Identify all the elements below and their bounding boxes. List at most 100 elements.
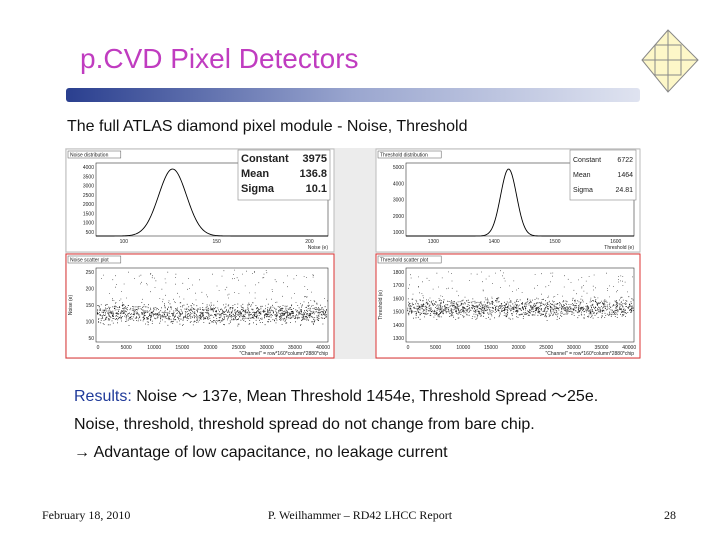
x-tick-label: 40000 [316, 345, 330, 351]
scatter-points [97, 269, 328, 327]
y-tick-label: 2000 [83, 202, 94, 208]
x-tick-label: 100 [120, 239, 129, 245]
panel-title: Threshold distribution [380, 153, 428, 159]
x-tick-label: 1600 [610, 239, 621, 245]
x-axis-label: Threshold (e) [604, 245, 634, 251]
x-tick-label: 15000 [484, 345, 498, 351]
footer-author: P. Weilhammer – RD42 LHCC Report [268, 508, 453, 522]
y-tick-label: 250 [86, 270, 95, 276]
stats-name: Sigma [241, 183, 275, 195]
x-tick-label: 20000 [204, 345, 218, 351]
x-tick-label: 35000 [595, 345, 609, 351]
title-bar [66, 88, 640, 102]
x-tick-label: 30000 [567, 345, 581, 351]
stats-value: 1464 [617, 172, 633, 179]
x-tick-label: 25000 [539, 345, 553, 351]
x-tick-label: 40000 [622, 345, 636, 351]
x-tick-label: 10000 [147, 345, 161, 351]
x-tick-label: 5000 [430, 345, 441, 351]
y-tick-label: 4000 [83, 165, 94, 171]
stats-name: Constant [573, 157, 601, 164]
y-tick-label: 50 [88, 336, 94, 342]
stats-value: 24.81 [615, 187, 633, 194]
y-tick-label: 1600 [393, 296, 404, 302]
x-tick-label: 1500 [549, 239, 560, 245]
slide-title: p.CVD Pixel Detectors [80, 43, 359, 74]
panel-title-box [377, 255, 442, 264]
gaussian-curve [406, 168, 634, 237]
stats-box [569, 149, 637, 201]
x-tick-label: 25000 [232, 345, 246, 351]
x-tick-label: 15000 [175, 345, 189, 351]
panel [65, 253, 335, 359]
plot-frame [405, 267, 635, 343]
y-tick-label: 1300 [393, 336, 404, 342]
y-tick-label: 2000 [393, 214, 404, 220]
stats-value: 3975 [303, 153, 327, 165]
body-text: Noise ～ 137e, Mean Threshold 1454e, Thre… [136, 388, 598, 405]
body-line: Results: Noise ～ 137e, Mean Threshold 14… [74, 388, 598, 405]
x-axis-label: "Channel" = row*160*column*2880*chip [546, 351, 635, 357]
y-tick-label: 100 [86, 320, 95, 326]
y-tick-label: 1000 [393, 230, 404, 236]
stats-name: Sigma [573, 187, 593, 194]
x-tick-label: 10000 [456, 345, 470, 351]
stats-value: 6722 [617, 157, 633, 164]
x-tick-label: 150 [212, 239, 221, 245]
y-tick-label: 5000 [393, 165, 404, 171]
x-tick-label: 1400 [489, 239, 500, 245]
panel [375, 253, 641, 359]
y-tick-label: 1500 [83, 211, 94, 217]
panel-title: Threshold scatter plot [380, 258, 429, 264]
y-axis-label: Noise (e) [68, 295, 74, 316]
panel-title-box [67, 255, 122, 264]
x-tick-label: 30000 [260, 345, 274, 351]
y-tick-label: 2500 [83, 193, 94, 199]
x-tick-label: 5000 [121, 345, 132, 351]
y-tick-label: 3000 [393, 198, 404, 204]
y-tick-label: 1400 [393, 323, 404, 329]
stats-name: Constant [241, 153, 289, 165]
x-tick-label: 1300 [428, 239, 439, 245]
body-text: Noise, threshold, threshold spread do no… [74, 416, 535, 433]
footer-date: February 18, 2010 [42, 508, 130, 522]
plot-frame [95, 267, 329, 343]
y-tick-label: 150 [86, 303, 95, 309]
y-axis-label: Threshold (e) [378, 290, 384, 320]
y-tick-label: 1000 [83, 221, 94, 227]
x-tick-label: 0 [407, 345, 410, 351]
panel-title: Noise scatter plot [70, 258, 109, 264]
scatter-points [407, 270, 634, 321]
subtitle: The full ATLAS diamond pixel module - No… [67, 118, 468, 135]
x-axis-label: Noise (e) [308, 245, 329, 251]
y-tick-label: 1800 [393, 270, 404, 276]
x-tick-label: 20000 [512, 345, 526, 351]
y-tick-label: 3500 [83, 174, 94, 180]
y-tick-label: 500 [86, 230, 95, 236]
stats-name: Mean [573, 172, 591, 179]
stats-name: Mean [241, 168, 269, 180]
gaussian-curve [96, 168, 328, 237]
x-tick-label: 0 [97, 345, 100, 351]
x-tick-label: 200 [305, 239, 314, 245]
panel-title-box [377, 150, 442, 159]
logo [641, 29, 699, 93]
body-text: → Advantage of low capacitance, no leaka… [74, 444, 448, 461]
page-number: 28 [664, 508, 676, 522]
y-tick-label: 200 [86, 287, 95, 293]
y-tick-label: 1500 [393, 310, 404, 316]
stats-value: 10.1 [306, 183, 327, 195]
panel-title: Noise distribution [70, 153, 109, 159]
stats-value: 136.8 [299, 168, 327, 180]
body-line: → Advantage of low capacitance, no leaka… [74, 444, 448, 461]
y-tick-label: 3000 [83, 184, 94, 190]
result-label: Results: [74, 388, 132, 405]
body-line: Noise, threshold, threshold spread do no… [74, 416, 535, 433]
panel-title-box [67, 150, 122, 159]
y-tick-label: 4000 [393, 181, 404, 187]
y-tick-label: 1700 [393, 283, 404, 289]
x-axis-label: "Channel" = row*160*column*2880*chip [240, 351, 329, 357]
x-tick-label: 35000 [288, 345, 302, 351]
